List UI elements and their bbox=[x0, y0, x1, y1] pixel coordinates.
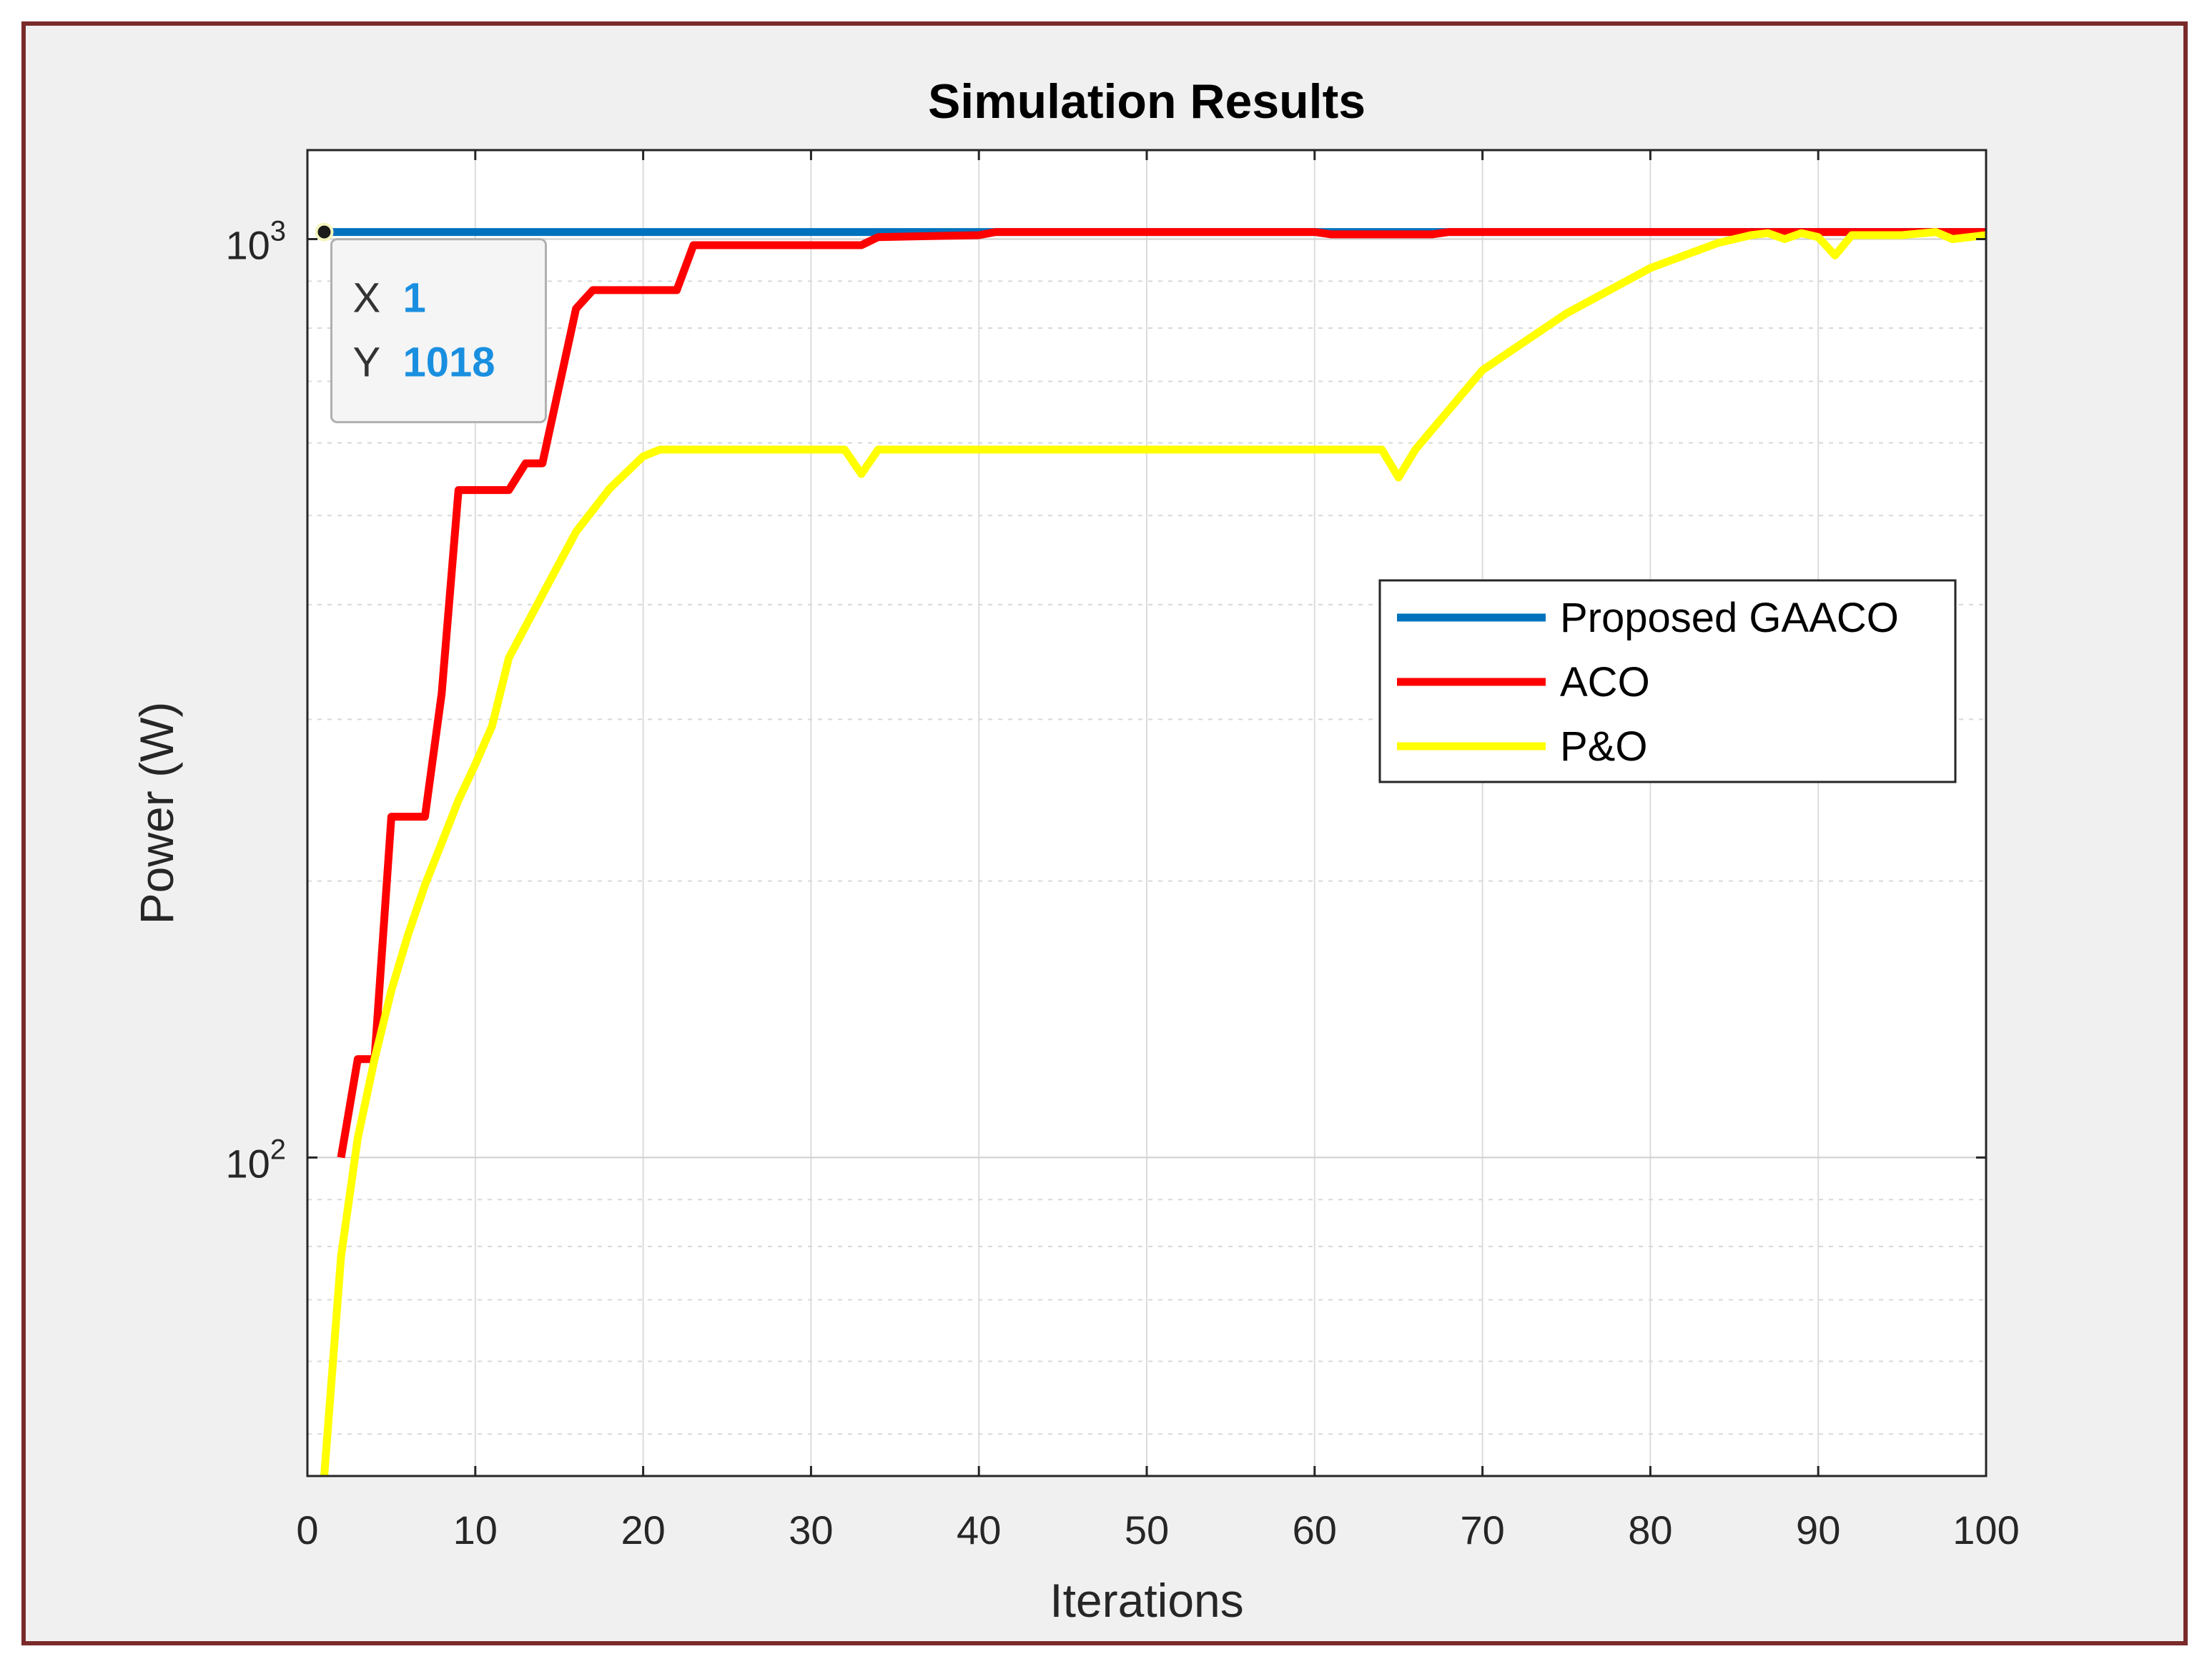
datatip-y-value: 1018 bbox=[403, 340, 495, 386]
chart-title: Simulation Results bbox=[928, 74, 1366, 129]
legend-entry[interactable]: Proposed GAACO bbox=[1560, 595, 1899, 641]
series-line-aco[interactable] bbox=[337, 228, 1986, 1159]
datatip-y-key: Y bbox=[352, 340, 380, 386]
x-tick-label: 10 bbox=[453, 1507, 498, 1552]
y-axis-label: Power (W) bbox=[130, 702, 183, 925]
y-tick-label: 102 bbox=[225, 1134, 286, 1186]
datatip-x-value: 1 bbox=[403, 275, 425, 322]
x-tick-label: 30 bbox=[789, 1507, 833, 1552]
datatip-marker bbox=[315, 222, 334, 242]
x-tick-label: 80 bbox=[1628, 1507, 1672, 1552]
x-tick-label: 40 bbox=[957, 1507, 1001, 1552]
x-tick-label: 60 bbox=[1293, 1507, 1337, 1552]
x-tick-label: 100 bbox=[1952, 1507, 2019, 1552]
x-axis-label: Iterations bbox=[1050, 1574, 1243, 1627]
x-tick-label: 90 bbox=[1796, 1507, 1840, 1552]
datatip[interactable]: X 1 Y 1018 bbox=[315, 222, 547, 424]
legend[interactable]: Proposed GAACO ACO P&O bbox=[1378, 579, 1957, 783]
x-tick-label: 20 bbox=[621, 1507, 665, 1552]
x-tick-label: 70 bbox=[1460, 1507, 1504, 1552]
legend-entry[interactable]: P&O bbox=[1560, 723, 1648, 770]
y-tick-label: 103 bbox=[225, 216, 286, 268]
x-tick-label: 0 bbox=[296, 1507, 318, 1552]
series-layer bbox=[320, 228, 1987, 1477]
datatip-box bbox=[330, 238, 547, 424]
legend-entry[interactable]: ACO bbox=[1560, 659, 1650, 705]
datatip-x-key: X bbox=[352, 275, 380, 322]
series-line-p-o[interactable] bbox=[320, 228, 1987, 1477]
x-tick-label: 50 bbox=[1125, 1507, 1169, 1552]
axis-ticks: 0 10 20 30 40 50 60 70 80 90 100 102 103 bbox=[225, 150, 2020, 1552]
